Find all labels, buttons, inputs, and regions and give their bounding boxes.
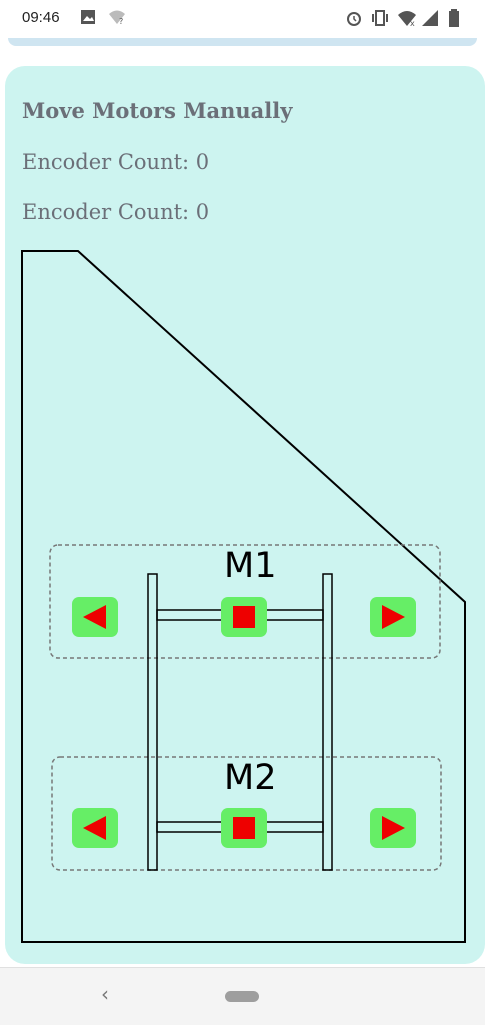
m2-reverse-button[interactable] [72,808,118,848]
vibrate-icon [372,10,388,26]
system-nav-bar: ‹ [0,967,485,1025]
svg-text:?: ? [119,17,123,25]
stop-icon [233,817,255,839]
motor-label-m1: M1 [224,546,277,586]
svg-text:x: x [410,19,415,27]
chevron-left-icon[interactable]: ‹ [101,982,109,1006]
stop-icon [233,606,255,628]
status-bar: 09:46 ? x [0,0,485,38]
arrow-left-icon [83,816,106,840]
m1-stop-button[interactable] [221,597,267,637]
battery-icon [449,9,459,27]
panel-title: Move Motors Manually [22,98,293,123]
motor-label-m2: M2 [224,758,277,798]
home-pill-icon[interactable] [225,991,259,1002]
alarm-icon [347,12,361,26]
wifi-icon: x [398,11,416,27]
m1-reverse-button[interactable] [72,597,118,637]
m2-stop-button[interactable] [221,808,267,848]
status-time: 09:46 [22,9,60,26]
arrow-left-icon [83,605,106,629]
signal-icon [422,10,438,26]
m2-forward-button[interactable] [370,808,416,848]
m1-forward-button[interactable] [370,597,416,637]
motor-group-m2 [51,756,442,871]
arrow-right-icon [382,605,405,629]
right-rail [322,573,333,871]
encoder-count-2: Encoder Count: 0 [22,200,210,224]
encoder-count-1: Encoder Count: 0 [22,150,210,174]
arrow-right-icon [382,816,405,840]
robot-outline [21,250,466,943]
left-rail [147,573,158,871]
motor-group-m1 [49,544,441,659]
wifi-question-icon: ? [109,10,125,25]
previous-card-edge [8,38,477,46]
image-icon [81,10,95,24]
